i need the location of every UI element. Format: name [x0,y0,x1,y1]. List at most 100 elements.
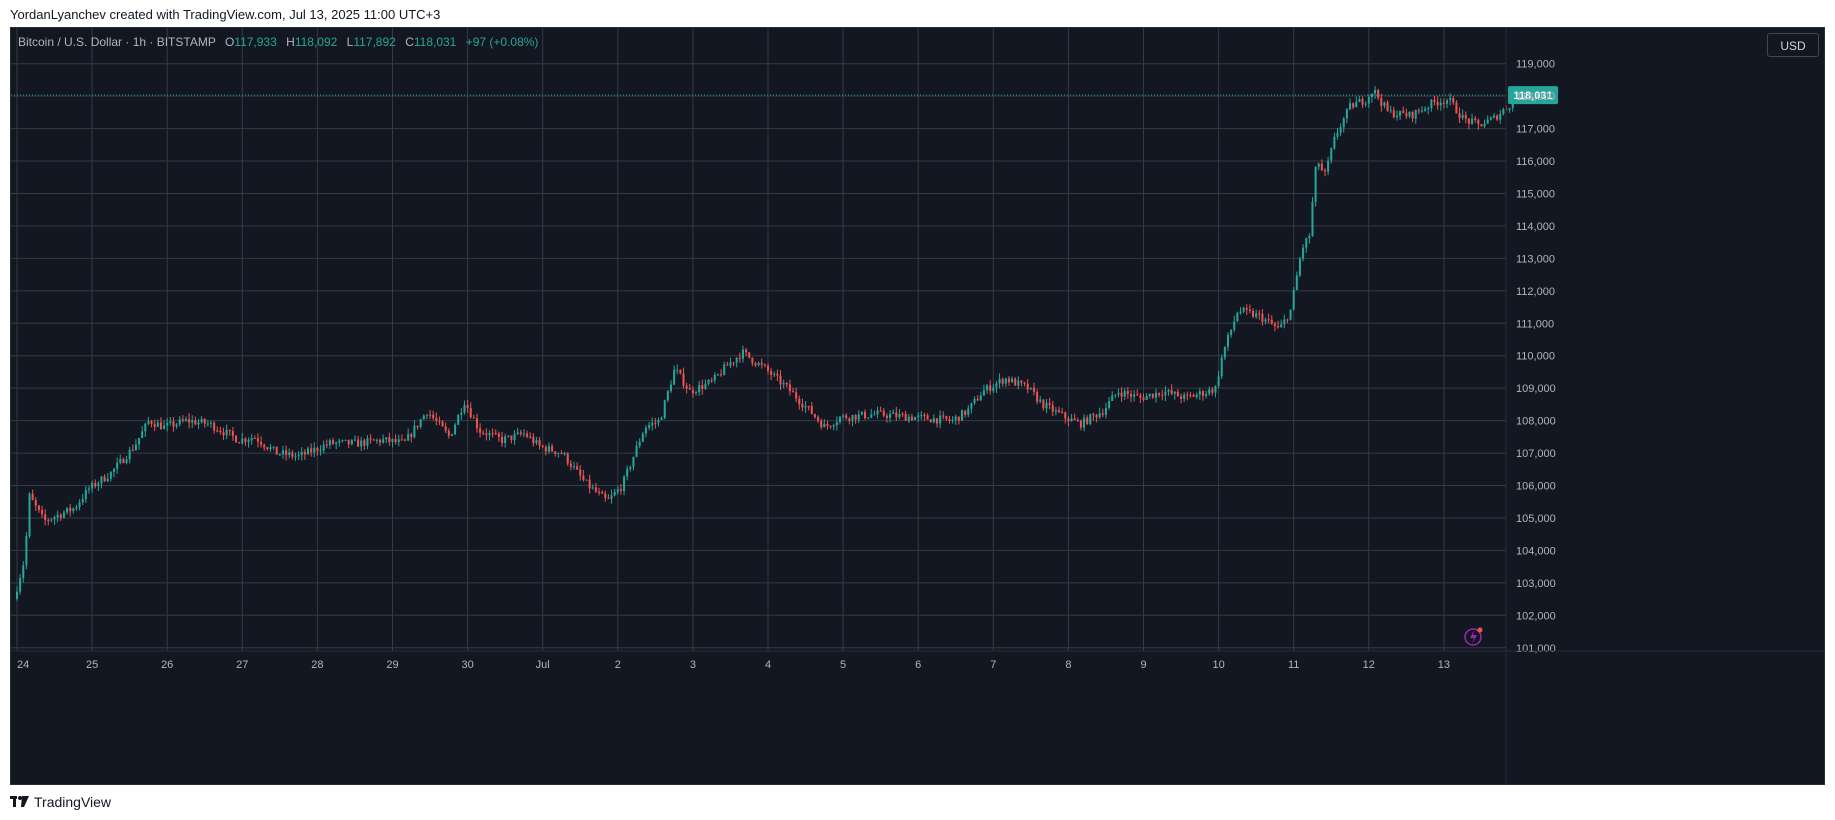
candle [1436,96,1439,110]
candle [1061,407,1064,414]
candle [319,445,322,456]
x-tick-label: 10 [1212,659,1224,671]
candle [1192,393,1195,398]
y-tick-label: 110,000 [1516,351,1555,363]
candle [1233,315,1236,333]
candle [316,446,319,456]
candle [1399,110,1402,121]
candle [716,373,719,376]
candle [288,448,291,459]
y-tick-label: 109,000 [1516,383,1556,395]
currency-selector[interactable]: USD [1767,33,1819,57]
candle [688,383,691,390]
candle [109,471,112,482]
candle [269,444,272,452]
candle [472,414,475,419]
candle [253,435,256,440]
candle [306,446,310,455]
candle [820,418,823,430]
candle [103,474,106,482]
candle [792,387,795,393]
candle [1499,109,1502,124]
candle [826,420,829,430]
candle [1067,416,1070,427]
candle [1420,106,1424,113]
candle [1308,233,1311,244]
candle [629,465,632,472]
chart-area[interactable]: 118,031 101,000 102,000 103,000 104,000 105,… [10,27,1825,785]
footer-brand-label: TradingView [34,794,112,810]
candle [623,474,626,496]
footer-brand[interactable]: TradingView [10,794,111,810]
candle [1277,320,1280,329]
candle [1355,96,1358,108]
candle [1001,377,1004,387]
candle [1323,168,1327,177]
candle [191,415,194,428]
candle [551,443,554,453]
lightning-icon[interactable] [1464,627,1483,646]
candle [594,482,597,493]
candle [479,423,482,438]
candle [1148,393,1151,399]
candle [817,415,820,424]
candle [62,510,65,519]
candle [1180,393,1183,404]
candle [951,416,954,424]
candle [920,410,923,420]
x-tick-label: 8 [1065,659,1071,671]
candle [450,433,453,437]
candle [1023,381,1026,387]
candle [134,439,137,451]
candle [1145,393,1148,401]
candle [1104,402,1107,419]
candle [807,405,810,411]
candle [53,515,56,525]
candle [632,456,635,471]
y-tick-label: 106,000 [1516,481,1556,493]
candle [1449,93,1452,106]
candle [1358,96,1361,103]
candle [231,426,234,442]
candle [954,414,957,425]
candle [457,414,460,425]
candle [156,419,159,428]
candle [798,395,801,410]
symbol-label[interactable]: Bitcoin / U.S. Dollar · 1h · BITSTAMP [18,35,216,49]
x-tick-label: 5 [840,659,846,671]
candle [795,387,798,402]
candle [125,455,128,465]
candle [1261,309,1264,326]
candlestick-chart[interactable]: 118,031 101,000 102,000 103,000 104,000 105,… [11,28,1824,784]
candle [745,348,748,357]
candle [1327,156,1330,176]
candle [704,379,707,390]
candle [463,400,466,415]
candle [1508,107,1511,113]
candle [698,381,701,396]
candle [1173,390,1176,400]
candle [122,457,125,464]
candle [1474,115,1477,123]
x-tick-label: 30 [461,659,473,671]
candle [1255,309,1258,319]
candle [1154,388,1158,403]
candle [1226,332,1230,351]
candle [1289,309,1292,321]
candle [1198,388,1201,400]
candle [1367,94,1370,108]
candle [760,358,763,369]
candle [444,422,447,434]
candle [532,433,535,447]
candle [1158,392,1161,398]
candle [1380,93,1383,112]
candle [1042,399,1045,411]
candle [1011,376,1014,383]
candle [197,419,200,429]
candle [1017,376,1020,390]
candle [144,422,147,438]
candle [619,484,622,495]
candle [1248,304,1251,314]
candle [1442,98,1445,109]
candle [15,586,19,601]
